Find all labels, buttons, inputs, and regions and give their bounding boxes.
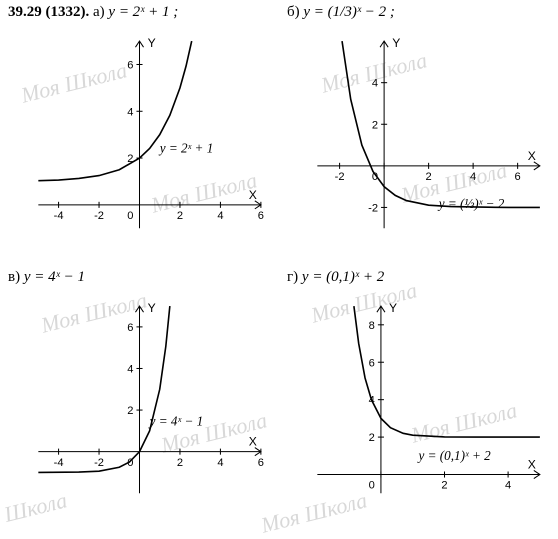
label-c: в) y = 4ˣ − 1 — [8, 269, 271, 286]
svg-text:2: 2 — [426, 171, 432, 183]
chart-c: -4-22462460XYy = 4ˣ − 1 — [8, 288, 271, 527]
svg-text:X: X — [249, 434, 257, 448]
svg-text:2: 2 — [177, 456, 183, 468]
plot-b: -2246-2240XYy = (⅓)ˣ − 2 — [287, 23, 550, 262]
svg-text:6: 6 — [369, 357, 375, 369]
problem-number: 39.29 (1332). — [8, 4, 89, 20]
equation-b: y = (1/3)ˣ − 2 ; — [303, 4, 395, 20]
label-d: г) y = (0,1)ˣ + 2 — [287, 269, 550, 286]
problem-grid: 39.29 (1332). а) y = 2ˣ + 1 ; -4 -2 2 4 6 2 4 6… — [0, 0, 558, 529]
label-a: 39.29 (1332). а) y = 2ˣ + 1 ; — [8, 4, 271, 21]
chart-b: -2246-2240XYy = (⅓)ˣ − 2 — [287, 23, 550, 262]
svg-text:-4: -4 — [54, 210, 64, 222]
panel-b: б) y = (1/3)ˣ − 2 ; -2246-2240XYy = (⅓)ˣ… — [279, 0, 558, 265]
svg-text:X: X — [528, 457, 536, 471]
plot-d: 2424680XYy = (0,1)ˣ + 2 — [287, 288, 550, 527]
svg-text:4: 4 — [470, 171, 476, 183]
svg-text:Y: Y — [392, 36, 400, 50]
svg-text:4: 4 — [505, 479, 511, 491]
svg-text:4: 4 — [127, 106, 133, 118]
plot-c: -4-22462460XYy = 4ˣ − 1 — [8, 288, 271, 527]
svg-text:4: 4 — [217, 456, 223, 468]
svg-text:-4: -4 — [54, 456, 64, 468]
svg-text:X: X — [528, 149, 536, 163]
svg-text:4: 4 — [217, 210, 223, 222]
equation-d: y = (0,1)ˣ + 2 — [302, 269, 384, 285]
panel-a: 39.29 (1332). а) y = 2ˣ + 1 ; -4-2246246… — [0, 0, 279, 265]
equation-a: y = 2ˣ + 1 ; — [108, 4, 178, 20]
svg-text:2: 2 — [369, 432, 375, 444]
svg-text:-2: -2 — [335, 171, 345, 183]
panel-d: г) y = (0,1)ˣ + 2 2424680XYy = (0,1)ˣ + … — [279, 265, 558, 530]
svg-text:-2: -2 — [94, 456, 104, 468]
svg-text:y = (⅓)ˣ − 2: y = (⅓)ˣ − 2 — [437, 196, 505, 211]
chart-a: -4-22462460XYy = 2ˣ + 1 — [8, 23, 271, 262]
plot-a: -4-22462460XYy = 2ˣ + 1 — [8, 23, 271, 262]
svg-text:6: 6 — [515, 171, 521, 183]
label-b: б) y = (1/3)ˣ − 2 ; — [287, 4, 550, 21]
svg-text:y = (0,1)ˣ + 2: y = (0,1)ˣ + 2 — [417, 447, 492, 462]
chart-d: 2424680XYy = (0,1)ˣ + 2 — [287, 288, 550, 527]
svg-text:6: 6 — [258, 456, 264, 468]
svg-text:2: 2 — [127, 405, 133, 417]
equation-c: y = 4ˣ − 1 — [24, 269, 85, 285]
subletter: г) — [287, 269, 298, 285]
svg-text:Y: Y — [389, 301, 397, 315]
subletter: б) — [287, 4, 300, 20]
svg-text:0: 0 — [127, 210, 133, 222]
subletter: а) — [93, 4, 105, 20]
svg-text:4: 4 — [372, 78, 378, 90]
svg-text:4: 4 — [127, 363, 133, 375]
subletter: в) — [8, 269, 20, 285]
svg-text:2: 2 — [441, 479, 447, 491]
svg-text:2: 2 — [372, 119, 378, 131]
svg-text:Y: Y — [148, 36, 156, 50]
svg-text:-2: -2 — [94, 210, 104, 222]
svg-text:Y: Y — [148, 301, 156, 315]
svg-text:8: 8 — [369, 319, 375, 331]
svg-text:X: X — [249, 188, 257, 202]
svg-text:0: 0 — [369, 479, 375, 491]
svg-text:6: 6 — [127, 321, 133, 333]
svg-text:2: 2 — [177, 210, 183, 222]
svg-text:-2: -2 — [368, 202, 378, 214]
svg-text:y = 4ˣ − 1: y = 4ˣ − 1 — [148, 413, 204, 428]
svg-text:6: 6 — [127, 60, 133, 72]
svg-text:y = 2ˣ + 1: y = 2ˣ + 1 — [158, 140, 214, 155]
panel-c: в) y = 4ˣ − 1 -4-22462460XYy = 4ˣ − 1 — [0, 265, 279, 530]
svg-text:6: 6 — [258, 210, 264, 222]
